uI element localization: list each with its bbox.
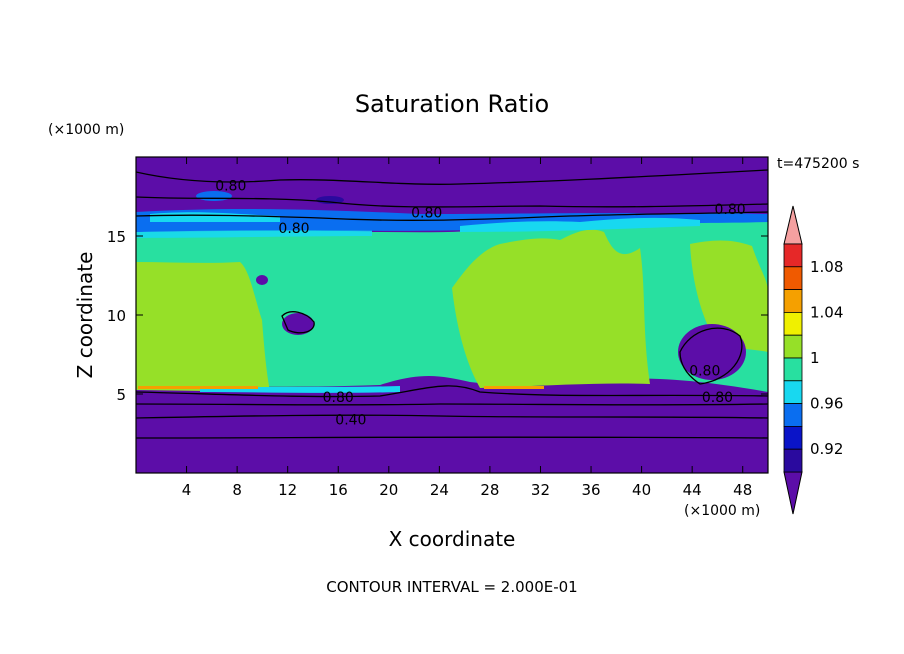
saturated-patch-west [136,262,270,392]
x-tick-label-32: 32 [531,481,550,499]
y-tick-label-5: 5 [116,386,126,404]
x-tick-label-36: 36 [581,481,600,499]
y-axis-label: Z coordinate [73,252,97,379]
contour-label-5: 0.80 [323,390,354,406]
colorbar-box-10 [783,448,803,473]
colorbar-top-arrow [783,205,803,245]
contour-line-1 [136,169,768,185]
x-axis-label: X coordinate [389,527,516,551]
contour-loop-2 [679,327,743,385]
upper-cloud-cyan-east [460,217,700,232]
colorbar-label-2: 1 [810,349,820,367]
x-tick-label-8: 8 [232,481,242,499]
x-tick-label-40: 40 [632,481,651,499]
colorbar-box-7 [783,380,803,404]
x-axis-ticks: 4 8 12 16 20 24 28 32 36 40 44 48 [182,157,752,499]
surface-streak-west [138,386,258,389]
colorbar-box-5 [783,334,803,359]
contour-lines [136,169,768,439]
dry-intrusion-1 [282,313,314,335]
colorbar: 1.08 1.04 1 0.96 0.92 [783,205,843,515]
contour-label-4: 0.80 [714,202,745,218]
contour-label-8: 0.80 [689,363,720,379]
dry-intrusion-2 [678,324,746,380]
surface-streak-central [484,386,544,389]
x-tick-label-12: 12 [278,481,297,499]
contour-line-4 [136,385,768,398]
x-unit-label: (×1000 m) [684,503,760,519]
contour-labels: 0.80 0.80 0.80 0.80 0.80 0.40 0.80 0.80 [215,178,745,428]
colorbar-box-4 [783,311,803,336]
colorbar-box-2 [783,266,803,290]
dry-intrusion-3 [256,275,268,285]
colorbar-box-1 [783,243,803,268]
colorbar-box-6 [783,357,803,382]
x-tick-label-28: 28 [480,481,499,499]
colorbar-bottom-arrow [783,471,803,515]
colorbar-label-4: 0.92 [810,440,843,458]
x-tick-label-20: 20 [379,481,398,499]
chart-title: Saturation Ratio [355,90,549,118]
contour-line-2 [136,196,768,208]
colorbar-label-0: 1.08 [810,258,843,276]
x-tick-label-4: 4 [182,481,192,499]
cloud-top-fringe [136,228,372,238]
saturated-patch-central [452,229,650,388]
contour-label-6: 0.40 [335,412,366,428]
y-tick-label-15: 15 [107,228,126,246]
x-tick-label-16: 16 [329,481,348,499]
contour-label-3: 0.80 [278,221,309,237]
y-axis-ticks: 5 10 15 [107,228,768,404]
y-unit-label: (×1000 m) [48,122,124,138]
x-tick-label-48: 48 [733,481,752,499]
colorbar-label-1: 1.04 [810,303,843,321]
contour-label-7: 0.80 [702,390,733,406]
contour-line-3 [136,211,768,221]
colorbar-box-3 [783,289,803,313]
colorbar-box-9 [783,425,803,450]
x-tick-label-24: 24 [430,481,449,499]
contour-field [136,157,768,473]
contour-line-7 [136,436,768,439]
colorbar-box-8 [783,403,803,427]
x-tick-label-44: 44 [683,481,702,499]
time-label: t=475200 s [777,156,859,172]
contour-loop-1 [281,311,315,334]
colorbar-label-3: 0.96 [810,395,843,413]
contour-interval-footer: CONTOUR INTERVAL = 2.000E-01 [326,578,577,596]
contour-line-5 [136,403,768,406]
contour-label-1: 0.80 [215,178,246,194]
y-tick-label-10: 10 [107,307,126,325]
contour-label-2: 0.80 [411,205,442,221]
contour-line-6 [136,414,768,419]
